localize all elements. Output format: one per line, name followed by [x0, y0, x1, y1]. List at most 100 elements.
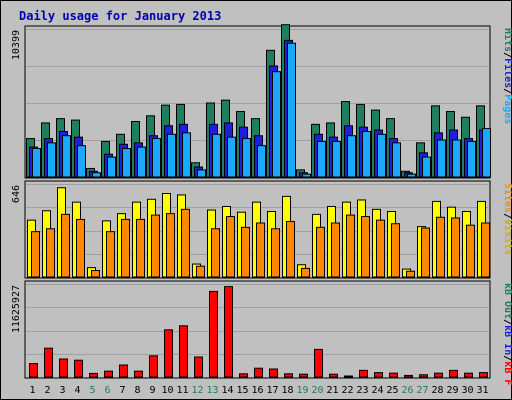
bar-pages-day-25	[392, 142, 401, 178]
day-label: 25	[386, 385, 398, 396]
bar-sites-day-3	[61, 213, 70, 278]
bar-kbytes-day-4	[74, 359, 83, 378]
bar-sites-day-13	[211, 228, 220, 278]
bar-kbytes-day-27	[419, 374, 428, 378]
panel-legend-text: Sites/Visits	[502, 183, 512, 255]
bar-pages-day-4	[77, 145, 86, 178]
bar-kbytes-day-16	[254, 367, 263, 378]
bar-pages-day-7	[122, 148, 131, 178]
day-label: 26	[401, 385, 413, 396]
bar-pages-day-21	[332, 140, 341, 178]
bar-kbytes-day-24	[374, 372, 383, 378]
day-label: 19	[296, 385, 308, 396]
panel-kbytes: 11625927 kB Out/kB In/kB F	[11, 280, 512, 385]
bar-kbytes-day-30	[464, 372, 473, 378]
day-label: 9	[149, 385, 155, 396]
bar-kbytes-day-23	[359, 369, 368, 378]
legend-kb-out: kB Out	[502, 283, 512, 319]
panel-max-label: 646	[11, 185, 22, 203]
legend-sites: Sites	[502, 183, 512, 213]
bar-pages-day-8	[137, 146, 146, 178]
legend-separator: /	[502, 319, 512, 325]
bar-pages-day-19	[302, 173, 311, 178]
legend-separator: /	[502, 88, 512, 94]
day-label: 18	[281, 385, 293, 396]
bar-sites-day-30	[466, 224, 475, 278]
day-label: 10	[161, 385, 173, 396]
bar-pages-day-28	[437, 139, 446, 178]
bar-sites-day-7	[121, 218, 130, 278]
bar-sites-day-10	[166, 213, 175, 278]
legend-kb-f: kB F	[502, 361, 512, 385]
legend-kb-in: kB In	[502, 325, 512, 355]
bar-pages-day-10	[167, 133, 176, 178]
day-label: 13	[206, 385, 218, 396]
bar-kbytes-day-28	[434, 372, 443, 378]
bar-pages-day-17	[272, 71, 281, 178]
bar-kbytes-day-10	[164, 329, 173, 378]
day-label: 14	[221, 385, 233, 396]
bar-sites-day-25	[391, 223, 400, 278]
bar-kbytes-day-15	[239, 373, 248, 378]
day-label: 8	[134, 385, 140, 396]
day-label: 4	[74, 385, 80, 396]
bar-pages-day-31	[482, 128, 491, 178]
bar-pages-day-6	[107, 156, 116, 178]
bar-kbytes-day-13	[209, 290, 218, 378]
bar-kbytes-day-5	[89, 372, 98, 378]
panel-max-label: 11625927	[11, 285, 22, 333]
day-label: 24	[371, 385, 383, 396]
legend-files: Files	[502, 58, 512, 88]
bar-sites-day-31	[481, 222, 490, 278]
panel-frame	[24, 280, 491, 379]
day-label: 22	[341, 385, 353, 396]
bar-sites-day-5	[91, 270, 100, 278]
bar-pages-day-26	[407, 173, 416, 178]
bar-kbytes-day-2	[44, 347, 53, 378]
bar-kbytes-day-1	[29, 363, 38, 378]
day-label: 15	[236, 385, 248, 396]
bar-pages-day-2	[47, 142, 56, 178]
panel-legend-text: Hits/Files/Pages	[502, 28, 512, 124]
panel-visits_sites: 646 Sites/Visits	[11, 180, 512, 279]
bar-pages-day-11	[182, 132, 191, 178]
bar-pages-day-5	[92, 172, 101, 178]
bar-sites-day-8	[136, 218, 145, 278]
legend-visits: Visits	[502, 219, 512, 255]
legend-hits: Hits	[502, 28, 512, 52]
bar-pages-day-14	[227, 136, 236, 178]
bar-sites-day-6	[106, 231, 115, 278]
legend-pages: Pages	[502, 94, 512, 124]
day-label: 31	[476, 385, 488, 396]
day-label: 5	[89, 385, 95, 396]
bar-sites-day-11	[181, 208, 190, 278]
bar-kbytes-day-19	[299, 373, 308, 378]
bar-pages-day-16	[257, 145, 266, 178]
bar-sites-day-16	[256, 222, 265, 278]
chart-title: Daily usage for January 2013	[19, 9, 221, 23]
day-label: 3	[59, 385, 65, 396]
bar-sites-day-26	[406, 270, 415, 278]
bar-sites-day-17	[271, 228, 280, 278]
bar-kbytes-day-7	[119, 364, 128, 378]
bar-kbytes-day-20	[314, 348, 323, 378]
panel-legend: kB Out/kB In/kB F	[502, 283, 512, 385]
day-label: 12	[191, 385, 203, 396]
legend-separator: /	[502, 52, 512, 58]
day-label: 30	[461, 385, 473, 396]
bar-sites-day-14	[226, 216, 235, 278]
bar-sites-day-22	[346, 214, 355, 278]
panel-legend-text: kB Out/kB In/kB F	[502, 283, 512, 385]
legend-separator: /	[502, 355, 512, 361]
bar-kbytes-day-26	[404, 374, 413, 378]
day-labels: 1 2 3 4 5 6 7 8 9 10 11 12 13 14 15 16 17 18 19 20 21 22 23 24 2…	[29, 385, 488, 396]
bar-pages-day-18	[287, 42, 296, 178]
bar-pages-day-13	[212, 133, 221, 178]
day-label: 27	[416, 385, 428, 396]
bar-sites-day-29	[451, 217, 460, 278]
bar-sites-day-4	[76, 218, 85, 278]
panel-max-label: 10399	[11, 30, 22, 60]
bar-kbytes-day-22	[344, 375, 353, 378]
bar-sites-day-27	[421, 227, 430, 278]
bar-pages-day-15	[242, 138, 251, 178]
